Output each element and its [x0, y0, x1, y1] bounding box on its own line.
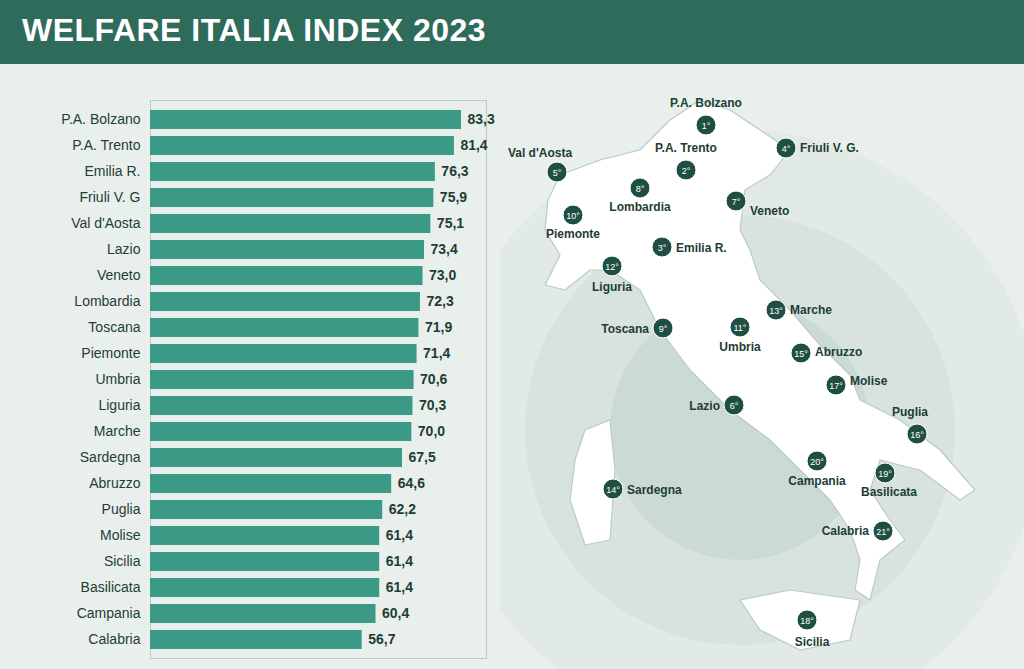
svg-text:75,1: 75,1 [437, 215, 464, 231]
svg-text:Sardegna: Sardegna [627, 483, 682, 497]
svg-text:Veneto: Veneto [97, 267, 141, 283]
svg-text:73,0: 73,0 [429, 267, 456, 283]
svg-text:Marche: Marche [790, 303, 832, 317]
svg-text:Friuli V. G: Friuli V. G [80, 189, 141, 205]
svg-text:4°: 4° [782, 144, 791, 154]
svg-text:P.A. Trento: P.A. Trento [655, 141, 717, 155]
svg-text:Toscana: Toscana [88, 319, 140, 335]
svg-text:3°: 3° [658, 243, 667, 253]
svg-text:Molise: Molise [850, 374, 888, 388]
svg-text:2°: 2° [682, 166, 691, 176]
svg-text:83,3: 83,3 [467, 111, 494, 127]
svg-text:Lombardia: Lombardia [74, 293, 140, 309]
svg-text:Friuli V. G.: Friuli V. G. [800, 141, 859, 155]
svg-text:Veneto: Veneto [750, 204, 789, 218]
svg-text:Toscana: Toscana [601, 322, 649, 336]
svg-text:Lazio: Lazio [107, 241, 141, 257]
svg-text:56,7: 56,7 [368, 631, 395, 647]
svg-text:Piemonte: Piemonte [546, 227, 600, 241]
svg-text:Umbria: Umbria [95, 371, 140, 387]
svg-text:Lombardia: Lombardia [609, 200, 671, 214]
svg-text:72,3: 72,3 [426, 293, 453, 309]
svg-text:Abruzzo: Abruzzo [89, 475, 141, 491]
svg-text:Campania: Campania [77, 605, 141, 621]
svg-text:19°: 19° [878, 469, 892, 479]
svg-text:61,4: 61,4 [386, 553, 413, 569]
svg-text:61,4: 61,4 [386, 527, 413, 543]
svg-text:14°: 14° [606, 485, 620, 495]
svg-text:Abruzzo: Abruzzo [815, 345, 862, 359]
svg-text:Campania: Campania [788, 474, 846, 488]
svg-text:10°: 10° [566, 211, 580, 221]
svg-text:Calabria: Calabria [822, 524, 870, 538]
svg-text:11°: 11° [734, 323, 747, 333]
svg-text:62,2: 62,2 [389, 501, 416, 517]
svg-text:75,9: 75,9 [440, 189, 467, 205]
svg-text:P.A. Bolzano: P.A. Bolzano [670, 96, 742, 110]
html-text:WELFARE ITALIA INDEX 2023: WELFARE ITALIA INDEX 2023 [22, 12, 487, 48]
svg-text:73,4: 73,4 [431, 241, 458, 257]
svg-text:Liguria: Liguria [98, 397, 140, 413]
svg-text:1°: 1° [702, 121, 711, 131]
svg-text:Piemonte: Piemonte [81, 345, 140, 361]
svg-text:6°: 6° [730, 401, 739, 411]
svg-text:81,4: 81,4 [460, 137, 487, 153]
svg-text:Emilia R.: Emilia R. [84, 163, 140, 179]
svg-text:70,6: 70,6 [420, 371, 447, 387]
svg-text:5°: 5° [553, 168, 562, 178]
svg-text:Sicilia: Sicilia [795, 635, 830, 649]
svg-text:60,4: 60,4 [382, 605, 409, 621]
svg-text:18°: 18° [800, 616, 814, 626]
svg-text:Sardegna: Sardegna [80, 449, 141, 465]
svg-text:12°: 12° [605, 262, 619, 272]
svg-text:Liguria: Liguria [592, 280, 632, 294]
svg-text:76,3: 76,3 [441, 163, 468, 179]
svg-text:15°: 15° [794, 349, 808, 359]
svg-text:16°: 16° [910, 430, 924, 440]
svg-text:9°: 9° [659, 324, 668, 334]
svg-text:Basilicata: Basilicata [861, 485, 917, 499]
svg-text:P.A. Trento: P.A. Trento [72, 137, 140, 153]
svg-text:Umbria: Umbria [719, 340, 761, 354]
svg-text:Val d'Aosta: Val d'Aosta [71, 215, 141, 231]
svg-text:Marche: Marche [94, 423, 141, 439]
svg-text:Emilia R.: Emilia R. [676, 241, 727, 255]
svg-text:8°: 8° [636, 184, 645, 194]
svg-text:64,6: 64,6 [398, 475, 425, 491]
svg-text:Lazio: Lazio [689, 399, 720, 413]
svg-text:21°: 21° [876, 527, 890, 537]
svg-text:Basilicata: Basilicata [81, 579, 141, 595]
svg-text:Puglia: Puglia [892, 405, 928, 419]
svg-text:70,3: 70,3 [419, 397, 446, 413]
svg-text:Molise: Molise [100, 527, 141, 543]
svg-text:Puglia: Puglia [102, 501, 141, 517]
svg-text:17°: 17° [829, 381, 843, 391]
svg-text:P.A. Bolzano: P.A. Bolzano [61, 111, 140, 127]
svg-text:7°: 7° [732, 197, 741, 207]
svg-text:13°: 13° [769, 306, 783, 316]
svg-text:71,4: 71,4 [423, 345, 450, 361]
svg-text:Calabria: Calabria [88, 631, 140, 647]
svg-text:Val d'Aosta: Val d'Aosta [508, 146, 573, 160]
svg-text:20°: 20° [810, 457, 824, 467]
svg-text:70,0: 70,0 [418, 423, 445, 439]
svg-text:71,9: 71,9 [425, 319, 452, 335]
svg-text:61,4: 61,4 [386, 579, 413, 595]
svg-text:67,5: 67,5 [409, 449, 436, 465]
svg-text:Sicilia: Sicilia [104, 553, 141, 569]
